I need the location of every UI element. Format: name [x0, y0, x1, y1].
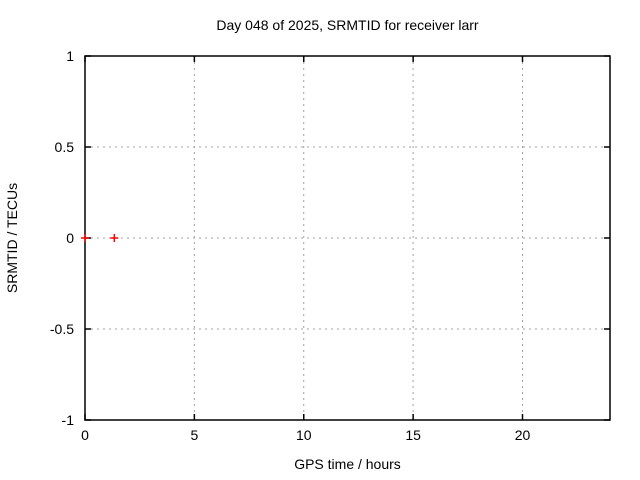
x-axis-label: GPS time / hours	[294, 456, 401, 472]
x-tick-label: 5	[190, 427, 198, 443]
x-tick-label: 15	[405, 427, 421, 443]
x-tick-label: 10	[296, 427, 312, 443]
y-tick-label: 1	[66, 48, 74, 64]
y-tick-label: -1	[62, 412, 75, 428]
y-tick-label: 0.5	[55, 139, 75, 155]
x-tick-label: 0	[81, 427, 89, 443]
y-tick-label: 0	[66, 230, 74, 246]
x-tick-label: 20	[515, 427, 531, 443]
chart-title: Day 048 of 2025, SRMTID for receiver lar…	[216, 17, 479, 33]
y-tick-label: -0.5	[50, 321, 74, 337]
